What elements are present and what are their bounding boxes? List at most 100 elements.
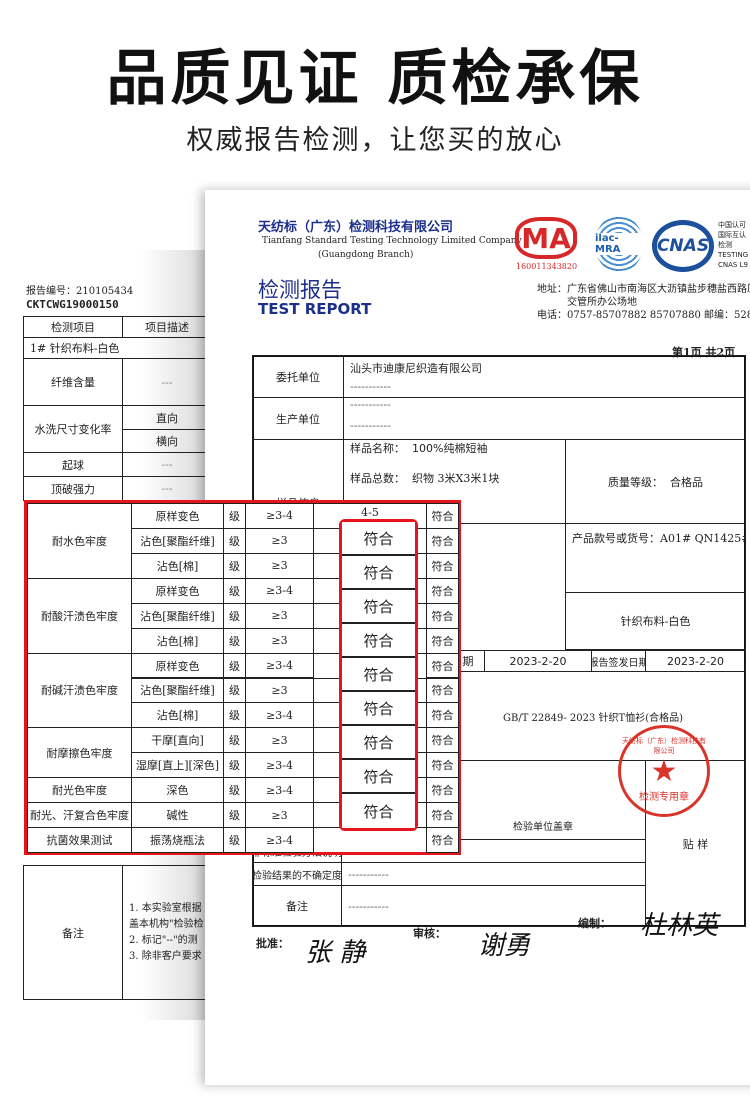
test-category: 耐摩擦色牢度 — [27, 727, 132, 779]
test-item: 深色 — [131, 777, 224, 804]
pilling-value: --- — [122, 452, 212, 477]
official-stamp: 天纺标（广东）检测科技有限公司 ★ 检测专用章 — [618, 725, 710, 817]
results-grid: 耐水色牢度 原样变色级 ≥3-4 4-5 符合 沾色[聚酯纤维] 级 ≥3 符合 沾色[棉] 级 ≥3… — [27, 503, 459, 853]
star-icon: ★ — [650, 754, 678, 789]
test-item: 沾色[棉] — [131, 552, 224, 579]
test-item: 沾色[聚酯纤维] — [131, 602, 224, 629]
remark-label: 备注 — [252, 885, 342, 927]
product-no: 产品款号或货号：A01# QN1425# — [565, 523, 746, 593]
review-label: 审核： — [413, 927, 446, 940]
cnas-line: TESTING — [718, 251, 749, 259]
conform-verdict: 符合 — [426, 552, 459, 579]
conform-verdict: 符合 — [426, 702, 459, 729]
test-category: 耐酸汗渍色牢度 — [27, 577, 132, 654]
remark-line: 1. 本实验室根据 — [129, 902, 202, 914]
shrink-lengthwise: 直向 — [122, 405, 212, 430]
review-signature: 谢勇 — [478, 931, 531, 961]
unit: 级 — [223, 752, 246, 779]
producer-cell: ----------- ----------- — [343, 397, 746, 440]
uncertainty-label: 检验结果的不确定度 — [252, 862, 342, 886]
seal-label: 检验单位盖章 — [440, 760, 646, 840]
producer-label: 生产单位 — [252, 397, 344, 440]
client-cell: 汕头市迪康尼织造有限公司 ----------- — [343, 355, 746, 398]
requirement: ≥3 — [245, 677, 314, 704]
conform-verdict: 符合 — [426, 777, 459, 804]
conform-verdict: 符合 — [426, 827, 459, 853]
conform-verdict: 符合 — [426, 652, 459, 679]
test-item: 振荡烧瓶法 — [131, 827, 224, 853]
conform-result: 符合 — [342, 726, 415, 760]
conform-verdict: 符合 — [426, 752, 459, 779]
conform-verdict: 符合 — [426, 577, 459, 604]
address: 地址：广东省佛山市南海区大沥镇盐步穗盐西路原盐 — [537, 284, 750, 295]
unit: 级 — [223, 652, 246, 679]
requirement: ≥3-4 — [245, 827, 314, 853]
left-remark-label: 备注 — [23, 865, 123, 1000]
requirement: ≥3-4 — [245, 752, 314, 779]
page-subtitle: 权威报告检测，让您买的放心 — [186, 125, 564, 156]
report-title-cn: 检测报告 — [258, 278, 342, 302]
ilac-text: ilac-MRA — [595, 233, 643, 255]
prepare-label: 编制： — [578, 917, 611, 930]
unit: 级 — [223, 827, 246, 853]
dashes: ----------- — [350, 380, 391, 393]
requirement: ≥3 — [245, 552, 314, 579]
test-item: 沾色[聚酯纤维] — [131, 527, 224, 554]
conform-result: 符合 — [342, 590, 415, 624]
burst-value: --- — [122, 476, 212, 501]
sample-count: 织物 3米X3米1块 — [412, 472, 500, 485]
conform-verdict: 符合 — [426, 677, 459, 704]
cnas-side-text: 中国认可 国际互认 检测 TESTING CNAS L9 — [718, 220, 748, 270]
test-category: 耐光色牢度 — [27, 777, 132, 804]
left-remark-text: 1. 本实验室根据 盖本机构"检验检 2. 标记"--"的测 3. 除非客户要求 — [122, 865, 212, 1000]
conform-result: 符合 — [342, 760, 415, 794]
approve-signature: 张 静 — [305, 938, 366, 968]
stamp-text: 检测专用章 — [639, 792, 689, 803]
requirement: ≥3-4 — [245, 503, 314, 529]
burst-label: 顶破强力 — [23, 476, 123, 501]
test-item: 湿摩[直上][深色] — [131, 752, 224, 779]
sample-row: 1# 针织布料-白色 — [23, 337, 212, 359]
conform-highlight-box: 符合 符合 符合 符合 符合 符合 符合 符合 符合 — [339, 519, 418, 831]
address-line2: 交管所办公场地 — [567, 297, 637, 308]
shrink-label: 水洗尺寸变化率 — [23, 405, 123, 453]
dashes: ----------- — [350, 398, 391, 411]
remark-line: 盖本机构"检验检 — [129, 918, 204, 930]
conform-verdict: 符合 — [426, 602, 459, 629]
requirement: ≥3 — [245, 627, 314, 654]
report-code: CKTCWG19000150 — [26, 298, 119, 311]
conform-result: 符合 — [342, 658, 415, 692]
fabric-value: 针织布料-白色 — [565, 592, 746, 650]
cnas-line: 国际互认 — [718, 231, 746, 239]
conform-verdict: 符合 — [426, 503, 459, 529]
company-name-cn: 天纺标（广东）检测科技有限公司 — [258, 220, 454, 235]
result: 4-5 — [313, 503, 427, 529]
unit: 级 — [223, 677, 246, 704]
cma-logo: MA — [515, 217, 577, 259]
pilling-label: 起球 — [23, 452, 123, 477]
report-title-en: TEST REPORT — [258, 300, 372, 318]
quality-value: 合格品 — [670, 475, 703, 489]
issue-date-label: 报告签发日期 — [591, 650, 646, 672]
requirement: ≥3 — [245, 727, 314, 754]
test-item: 沾色[棉] — [131, 627, 224, 654]
requirement: ≥3-4 — [245, 577, 314, 604]
test-item: 原样变色 — [131, 577, 224, 604]
unit: 级 — [223, 552, 246, 579]
uncertainty-value: ----------- — [341, 862, 646, 886]
requirement: ≥3-4 — [245, 777, 314, 804]
sample-name-label: 样品名称： — [350, 442, 405, 455]
cma-number: 160011343820 — [516, 262, 578, 271]
requirement: ≥3 — [245, 527, 314, 554]
fiber-value: --- — [122, 358, 212, 406]
conform-result: 符合 — [342, 692, 415, 726]
company-name-en: Tianfang Standard Testing Technology Lim… — [262, 236, 522, 246]
phone: 电话：0757-85707882 85707880 邮编：528247 — [537, 310, 750, 321]
test-category: 耐光、汗复合色牢度 — [27, 802, 132, 829]
conform-verdict: 符合 — [426, 527, 459, 554]
stamp-ring-text: 天纺标（广东）检测科技有限公司 — [622, 737, 706, 755]
test-item: 原样变色 — [131, 652, 224, 679]
test-item: 碱性 — [131, 802, 224, 829]
issue-date-value: 2023-2-20 — [645, 650, 746, 672]
unit: 级 — [223, 577, 246, 604]
